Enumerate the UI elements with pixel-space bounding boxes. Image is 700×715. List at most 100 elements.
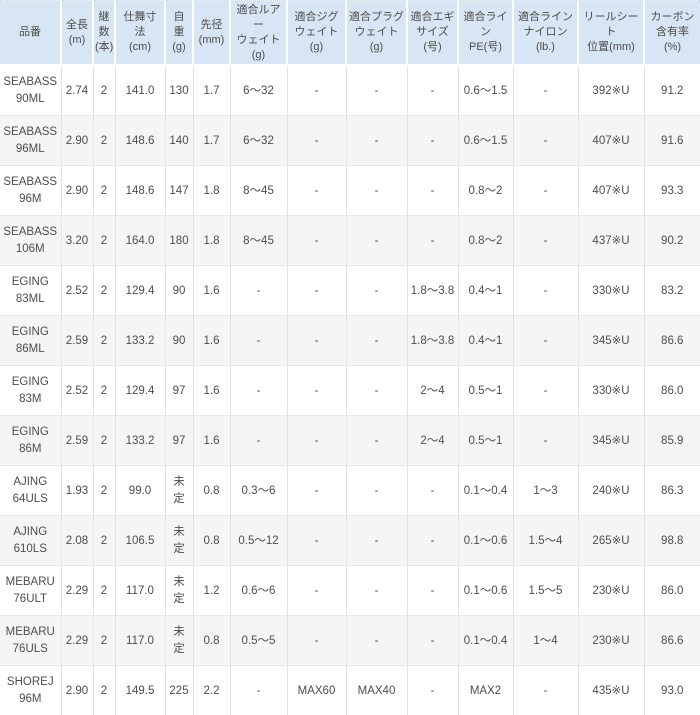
cell-plug-weight: - xyxy=(346,466,407,516)
cell-plug-weight: - xyxy=(346,316,407,366)
cell-sections: 2 xyxy=(93,166,115,216)
cell-carbon-content: 86.3 xyxy=(644,466,700,516)
table-row: EGING 83M 2.52 2 129.4 97 1.6 - - - 2～4 … xyxy=(0,366,700,416)
table-row: AJING 64ULS 1.93 2 99.0 未 定 0.8 0.3～6 - … xyxy=(0,466,700,516)
table-row: EGING 83ML 2.52 2 129.4 90 1.6 - - - 1.8… xyxy=(0,266,700,316)
cell-closed-length: 141.0 xyxy=(115,65,165,116)
cell-sections: 2 xyxy=(93,666,115,715)
cell-closed-length: 133.2 xyxy=(115,416,165,466)
cell-egi-size: - xyxy=(407,466,458,516)
cell-tip-diameter: 1.8 xyxy=(193,166,230,216)
cell-reelseat-position: 230※U xyxy=(578,566,644,616)
cell-egi-size: - xyxy=(407,566,458,616)
table-header: 品番 全長 (m) 継 数 (本) 仕舞寸 法 (cm) 自 重 (g) 先径 … xyxy=(0,1,700,66)
cell-egi-size: - xyxy=(407,666,458,715)
cell-lure-weight: 6～32 xyxy=(230,116,287,166)
cell-length: 2.90 xyxy=(61,166,93,216)
cell-lure-weight: - xyxy=(230,266,287,316)
cell-length: 2.52 xyxy=(61,366,93,416)
cell-jig-weight: - xyxy=(287,216,346,266)
cell-line-pe: 0.1～0.6 xyxy=(458,566,513,616)
cell-jig-weight: - xyxy=(287,116,346,166)
cell-line-nylon: - xyxy=(513,65,578,116)
cell-closed-length: 148.6 xyxy=(115,116,165,166)
cell-line-nylon: - xyxy=(513,366,578,416)
cell-line-nylon: - xyxy=(513,416,578,466)
cell-tip-diameter: 1.7 xyxy=(193,116,230,166)
cell-weight: 未 定 xyxy=(165,566,193,616)
cell-line-pe: MAX2 xyxy=(458,666,513,715)
table-row: SEABASS 96ML 2.90 2 148.6 140 1.7 6～32 -… xyxy=(0,116,700,166)
cell-length: 2.08 xyxy=(61,516,93,566)
cell-reelseat-position: 265※U xyxy=(578,516,644,566)
cell-egi-size: - xyxy=(407,166,458,216)
cell-jig-weight: - xyxy=(287,616,346,666)
cell-sections: 2 xyxy=(93,266,115,316)
cell-egi-size: - xyxy=(407,65,458,116)
cell-line-pe: 0.1～0.4 xyxy=(458,616,513,666)
cell-model: SHOREJ 96M xyxy=(0,666,61,715)
cell-line-nylon: - xyxy=(513,216,578,266)
cell-plug-weight: - xyxy=(346,65,407,116)
cell-carbon-content: 91.6 xyxy=(644,116,700,166)
cell-length: 3.20 xyxy=(61,216,93,266)
cell-tip-diameter: 1.6 xyxy=(193,366,230,416)
cell-model: SEABASS 96M xyxy=(0,166,61,216)
cell-carbon-content: 90.2 xyxy=(644,216,700,266)
cell-line-nylon: - xyxy=(513,316,578,366)
cell-length: 2.90 xyxy=(61,116,93,166)
cell-plug-weight: - xyxy=(346,516,407,566)
cell-closed-length: 129.4 xyxy=(115,266,165,316)
cell-weight: 225 xyxy=(165,666,193,715)
cell-lure-weight: 6～32 xyxy=(230,65,287,116)
cell-jig-weight: - xyxy=(287,516,346,566)
cell-model: EGING 83M xyxy=(0,366,61,416)
cell-plug-weight: - xyxy=(346,616,407,666)
cell-weight: 未 定 xyxy=(165,616,193,666)
cell-tip-diameter: 1.2 xyxy=(193,566,230,616)
cell-length: 2.90 xyxy=(61,666,93,715)
cell-egi-size: 1.8～3.8 xyxy=(407,316,458,366)
cell-egi-size: - xyxy=(407,216,458,266)
cell-weight: 90 xyxy=(165,266,193,316)
table-row: SHOREJ 96M 2.90 2 149.5 225 2.2 - MAX60 … xyxy=(0,666,700,715)
cell-line-pe: 0.5～1 xyxy=(458,366,513,416)
cell-egi-size: - xyxy=(407,516,458,566)
cell-sections: 2 xyxy=(93,216,115,266)
cell-reelseat-position: 407※U xyxy=(578,166,644,216)
column-header-length: 全長 (m) xyxy=(61,1,93,66)
cell-length: 2.52 xyxy=(61,266,93,316)
cell-carbon-content: 91.2 xyxy=(644,65,700,116)
cell-carbon-content: 93.0 xyxy=(644,666,700,715)
cell-jig-weight: - xyxy=(287,416,346,466)
cell-sections: 2 xyxy=(93,516,115,566)
cell-model: SEABASS 96ML xyxy=(0,116,61,166)
cell-jig-weight: - xyxy=(287,166,346,216)
cell-lure-weight: - xyxy=(230,316,287,366)
cell-reelseat-position: 330※U xyxy=(578,266,644,316)
cell-plug-weight: - xyxy=(346,266,407,316)
cell-plug-weight: - xyxy=(346,216,407,266)
cell-egi-size: 1.8～3.8 xyxy=(407,266,458,316)
cell-reelseat-position: 437※U xyxy=(578,216,644,266)
cell-lure-weight: 8～45 xyxy=(230,216,287,266)
table-row: MEBARU 76ULS 2.29 2 117.0 未 定 0.8 0.5～5 … xyxy=(0,616,700,666)
cell-closed-length: 148.6 xyxy=(115,166,165,216)
cell-line-pe: 0.6～1.5 xyxy=(458,65,513,116)
cell-model: EGING 86M xyxy=(0,416,61,466)
table-row: EGING 86M 2.59 2 133.2 97 1.6 - - - 2～4 … xyxy=(0,416,700,466)
cell-carbon-content: 86.6 xyxy=(644,616,700,666)
header-row: 品番 全長 (m) 継 数 (本) 仕舞寸 法 (cm) 自 重 (g) 先径 … xyxy=(0,1,700,66)
table-row: MEBARU 76ULT 2.29 2 117.0 未 定 1.2 0.6～6 … xyxy=(0,566,700,616)
cell-reelseat-position: 435※U xyxy=(578,666,644,715)
cell-jig-weight: - xyxy=(287,65,346,116)
cell-model: SEABASS 90ML xyxy=(0,65,61,116)
cell-carbon-content: 98.8 xyxy=(644,516,700,566)
cell-jig-weight: - xyxy=(287,466,346,516)
cell-lure-weight: 8～45 xyxy=(230,166,287,216)
cell-line-pe: 0.4～1 xyxy=(458,316,513,366)
table-row: SEABASS 106M 3.20 2 164.0 180 1.8 8～45 -… xyxy=(0,216,700,266)
cell-carbon-content: 83.2 xyxy=(644,266,700,316)
cell-line-pe: 0.1～0.6 xyxy=(458,516,513,566)
column-header-sections: 継 数 (本) xyxy=(93,1,115,66)
